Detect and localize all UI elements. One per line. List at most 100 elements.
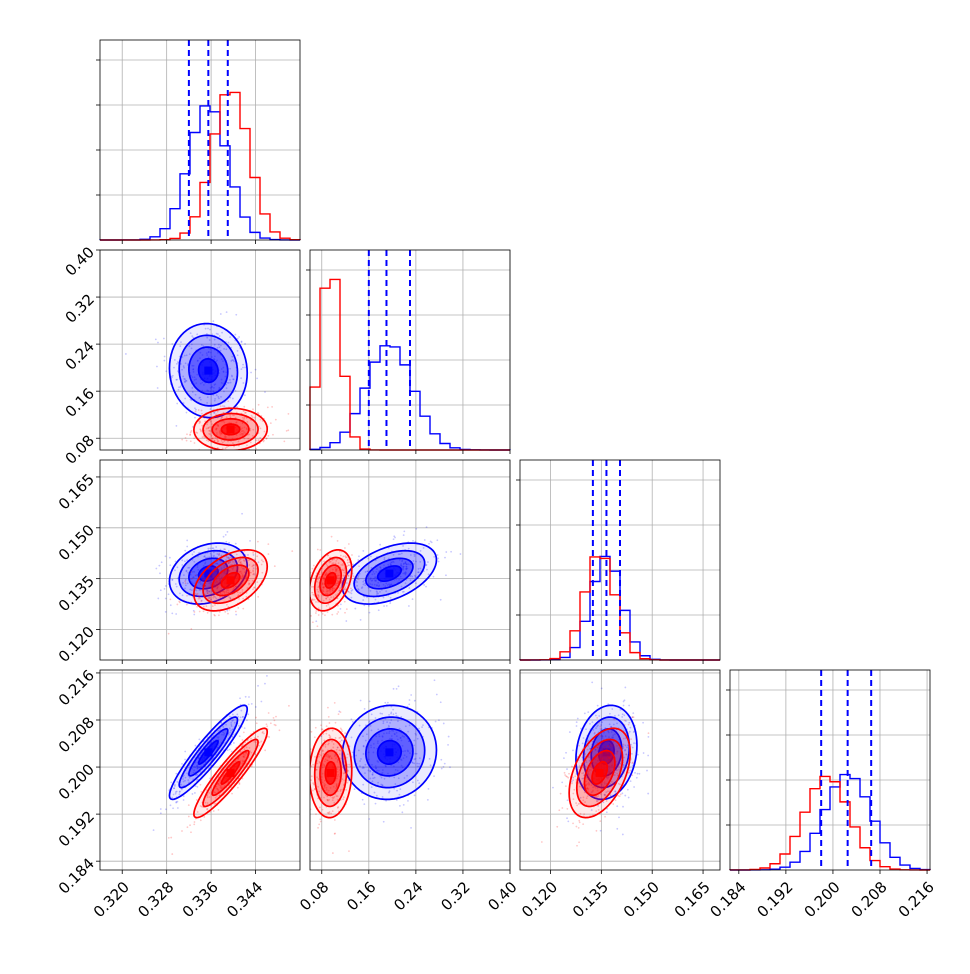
scatter-point: [240, 377, 243, 380]
scatter-point: [338, 574, 340, 577]
scatter-point: [181, 830, 183, 832]
scatter-point: [316, 548, 319, 551]
scatter-point: [622, 737, 625, 740]
scatter-point: [587, 711, 590, 713]
scatter-point: [223, 590, 226, 593]
scatter-point: [345, 582, 348, 584]
scatter-point: [350, 718, 353, 721]
scatter-point: [183, 354, 186, 357]
scatter-point: [380, 783, 383, 786]
scatter-point: [211, 333, 214, 336]
scatter-point: [322, 586, 325, 589]
scatter-point: [174, 583, 177, 585]
scatter-point: [344, 768, 347, 771]
scatter-point: [329, 786, 332, 789]
scatter-point: [633, 786, 635, 788]
scatter-point: [227, 556, 230, 559]
scatter-point: [610, 756, 613, 759]
scatter-point: [367, 769, 370, 772]
scatter-point: [418, 757, 421, 760]
scatter-point: [213, 358, 215, 360]
scatter-point: [328, 722, 331, 724]
panel-content-4-3: [540, 681, 650, 847]
scatter-point: [255, 722, 258, 725]
scatter-point: [414, 752, 417, 755]
scatter-point: [325, 786, 328, 789]
scatter-point: [184, 587, 186, 590]
scatter-point: [222, 370, 225, 373]
scatter-point: [226, 530, 229, 533]
scatter-point: [176, 370, 179, 373]
scatter-point: [234, 542, 237, 545]
scatter-point: [371, 773, 374, 776]
scatter-point: [411, 761, 414, 764]
scatter-point: [208, 429, 211, 432]
scatter-point: [618, 795, 621, 798]
scatter-point: [387, 563, 390, 566]
scatter-point: [206, 389, 209, 392]
scatter-point: [229, 378, 231, 381]
scatter-point: [345, 788, 348, 791]
scatter-point: [222, 420, 225, 423]
scatter-point: [200, 765, 203, 768]
scatter-point: [183, 366, 185, 369]
scatter-point: [308, 720, 310, 722]
scatter-point: [619, 708, 622, 711]
scatter-point: [175, 585, 178, 588]
scatter-point: [245, 411, 247, 414]
scatter-point: [357, 574, 360, 577]
scatter-point: [217, 396, 220, 398]
scatter-point: [242, 410, 245, 413]
scatter-point: [233, 414, 235, 417]
scatter-point: [165, 808, 167, 811]
scatter-point: [208, 582, 211, 585]
scatter-point: [405, 567, 408, 570]
scatter-point: [577, 803, 580, 805]
scatter-point: [199, 580, 202, 583]
panel-3-1: [96, 459, 301, 664]
scatter-point: [189, 588, 192, 591]
scatter-point: [247, 460, 249, 462]
scatter-point: [190, 589, 193, 591]
scatter-point: [418, 762, 421, 765]
scatter-point: [370, 713, 373, 716]
scatter-point: [338, 749, 341, 752]
scatter-point: [196, 767, 199, 770]
scatter-point: [330, 596, 333, 599]
scatter-point: [376, 740, 379, 743]
scatter-point: [331, 558, 334, 561]
scatter-point: [252, 572, 255, 575]
scatter-point: [209, 351, 212, 354]
scatter-point: [334, 721, 337, 724]
scatter-point: [362, 735, 364, 738]
scatter-point: [343, 779, 346, 782]
scatter-point: [575, 725, 578, 727]
scatter-point: [350, 736, 353, 739]
scatter-point: [192, 371, 195, 373]
scatter-point: [346, 561, 349, 564]
scatter-point: [341, 582, 344, 584]
scatter-point: [231, 442, 234, 445]
scatter-point: [436, 539, 439, 542]
scatter-point: [401, 591, 404, 593]
panel-content-4-2: [308, 679, 451, 854]
scatter-point: [313, 736, 316, 739]
scatter-point: [339, 554, 342, 557]
scatter-point: [240, 341, 243, 344]
scatter-point: [606, 790, 609, 793]
scatter-point: [222, 405, 224, 407]
scatter-point: [188, 776, 191, 779]
peak-blue-4-1: [204, 748, 213, 757]
scatter-point: [595, 727, 597, 730]
scatter-point: [602, 801, 605, 804]
scatter-point: [242, 607, 245, 610]
scatter-point: [224, 610, 227, 613]
scatter-point: [198, 595, 201, 598]
scatter-point: [418, 727, 420, 730]
scatter-point: [376, 760, 379, 762]
scatter-point: [216, 586, 219, 589]
scatter-point: [588, 783, 591, 785]
scatter-point: [229, 396, 232, 399]
scatter-point: [229, 381, 232, 384]
scatter-point: [390, 712, 392, 715]
